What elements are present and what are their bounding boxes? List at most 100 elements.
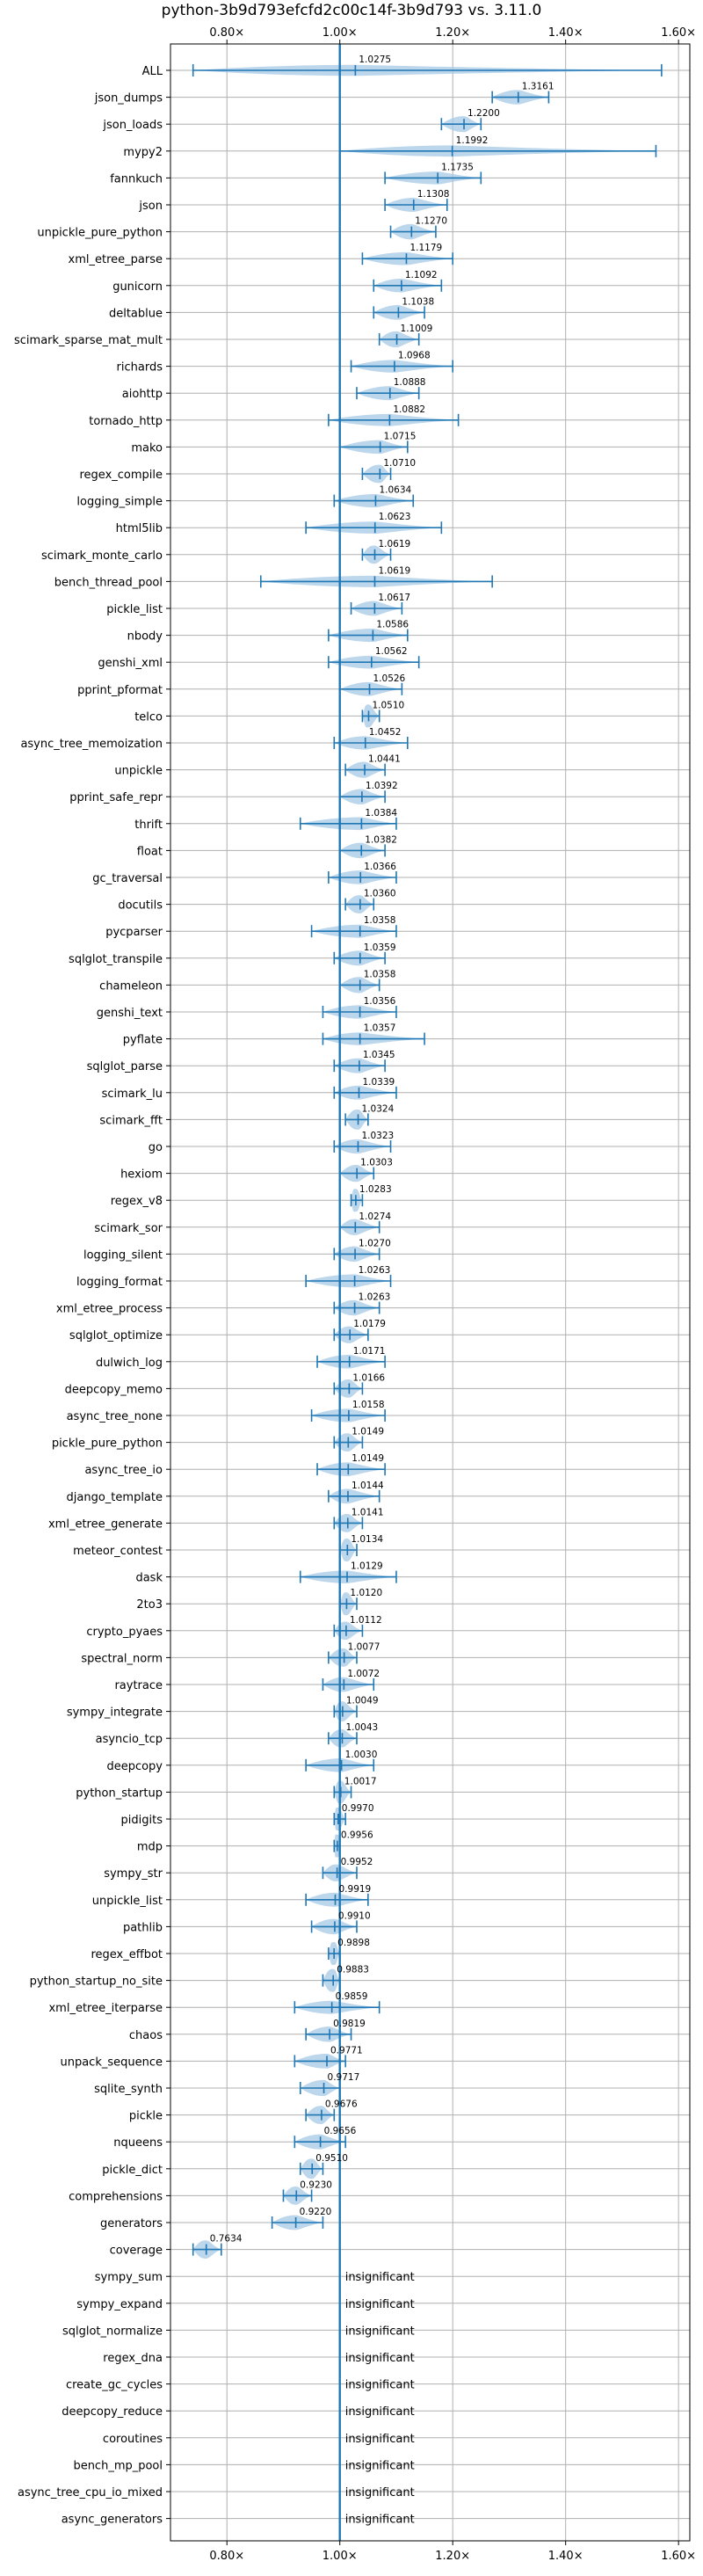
mean-value-label: 1.0382 [365, 834, 397, 845]
mean-value-label: 1.0359 [364, 942, 396, 953]
benchmark-label: pycparser [105, 926, 163, 939]
benchmark-label: unpickle_pure_python [37, 227, 163, 240]
insignificant-label: insignificant [345, 2271, 415, 2284]
benchmark-label: scimark_sparse_mat_mult [14, 334, 163, 347]
mean-value-label: 1.0360 [364, 889, 396, 899]
mean-value-label: 1.0049 [346, 1696, 379, 1706]
mean-value-label: 0.9859 [336, 1991, 368, 2002]
mean-value-label: 1.0510 [372, 700, 404, 710]
benchmark-label: coroutines [103, 2433, 163, 2446]
benchmark-label: asyncio_tcp [96, 1733, 163, 1746]
mean-value-label: 1.0263 [359, 1265, 391, 1276]
insignificant-label: insignificant [345, 2486, 415, 2500]
benchmark-label: gunicorn [112, 280, 163, 294]
benchmark-label: 2to3 [136, 1598, 163, 1612]
benchmark-label: python_startup [76, 1786, 163, 1800]
benchmark-label: xml_etree_iterparse [48, 2002, 163, 2015]
benchmark-label: fannkuch [110, 172, 163, 186]
insignificant-label: insignificant [345, 2352, 415, 2365]
mean-value-label: 0.9819 [333, 2019, 366, 2029]
benchmark-label: logging_silent [83, 1248, 163, 1262]
benchmark-label: pathlib [123, 1921, 163, 1934]
mean-value-label: 0.9510 [315, 2153, 348, 2164]
mean-value-label: 1.1009 [401, 324, 433, 334]
benchmark-label: comprehensions [69, 2190, 163, 2203]
insignificant-label: insignificant [345, 2325, 415, 2338]
benchmark-label: scimark_fft [99, 1114, 163, 1127]
mean-value-label: 1.1735 [441, 162, 474, 172]
mean-value-label: 0.9220 [300, 2207, 332, 2217]
benchmark-label: django_template [67, 1491, 163, 1504]
x-tick-label-top: 1.40× [548, 26, 583, 40]
benchmark-label: regex_effbot [91, 1948, 163, 1961]
benchmark-label: sqlglot_normalize [62, 2325, 163, 2338]
label-layer: 0.80× 0.80× 1.00× 1.00× 1.20× 1.20× 1.40× 1.40×… [14, 26, 696, 2563]
benchmark-label: coverage [110, 2245, 163, 2258]
benchmark-label: crypto_pyaes [86, 1626, 163, 1639]
mean-value-label: 1.0077 [348, 1641, 380, 1652]
mean-value-label: 1.0356 [364, 996, 396, 1007]
benchmark-label: float [137, 845, 163, 858]
mean-value-label: 0.9771 [330, 2045, 363, 2056]
mean-value-label: 0.7634 [210, 2234, 243, 2245]
benchmark-label: regex_dna [103, 2352, 163, 2365]
benchmark-label: sqlglot_parse [87, 1060, 163, 1073]
benchmark-label: pickle_list [106, 603, 163, 616]
mean-value-label: 1.0562 [375, 646, 408, 657]
benchmark-label: mdp [137, 1841, 163, 1854]
benchmark-label: python_startup_no_site [30, 1976, 163, 1989]
benchmark-label: deepcopy_memo [65, 1383, 163, 1396]
benchmark-label: pickle_pure_python [52, 1437, 163, 1451]
benchmark-label: async_tree_io [84, 1464, 163, 1477]
benchmark-label: regex_v8 [111, 1195, 163, 1208]
grid-layer [166, 40, 690, 2545]
benchmark-label: xml_etree_parse [69, 253, 163, 266]
mean-value-label: 0.9956 [341, 1830, 373, 1841]
x-tick-label-top: 1.00× [323, 26, 358, 40]
mean-value-label: 1.0129 [351, 1561, 383, 1572]
mean-value-label: 1.0366 [364, 862, 396, 872]
benchmark-label: tornado_http [89, 415, 163, 428]
benchmark-label: spectral_norm [81, 1652, 163, 1665]
chart-title: python-3b9d793efcfd2c00c14f-3b9d793 vs. … [161, 2, 542, 19]
benchmark-label: generators [100, 2217, 163, 2230]
mean-value-label: 0.9676 [325, 2099, 358, 2110]
x-tick-label-top: 0.80× [209, 26, 244, 40]
mean-value-label: 1.0623 [379, 512, 411, 522]
mean-value-label: 1.0144 [352, 1481, 384, 1491]
mean-value-label: 1.0710 [383, 458, 416, 469]
benchmark-label: dulwich_log [96, 1357, 163, 1370]
mean-value-label: 0.9970 [342, 1803, 374, 1814]
x-tick-label-bottom: 1.00× [323, 2550, 358, 2563]
mean-value-label: 1.0017 [344, 1776, 377, 1786]
benchmark-label: nqueens [113, 2136, 163, 2150]
benchmark-label: dask [135, 1572, 163, 1585]
benchmark-label: chameleon [99, 979, 163, 993]
mean-value-label: 1.0275 [359, 55, 391, 65]
benchmark-label: richards [117, 361, 163, 375]
benchmark-label: bench_thread_pool [54, 576, 163, 589]
mean-value-label: 1.1038 [402, 296, 434, 307]
mean-value-label: 1.0149 [352, 1427, 384, 1437]
benchmark-label: pickle [129, 2110, 163, 2123]
mean-value-label: 1.0158 [352, 1400, 385, 1410]
mean-value-label: 1.0968 [398, 351, 431, 361]
mean-value-label: 1.0112 [350, 1615, 382, 1626]
benchmark-label: sympy_sum [95, 2271, 163, 2284]
benchmark-label: mako [131, 441, 163, 455]
mean-value-label: 1.0441 [368, 754, 401, 765]
benchmark-label: thrift [134, 819, 163, 832]
benchmark-label: html5lib [116, 522, 163, 535]
benchmark-label: sqlglot_transpile [69, 953, 163, 966]
x-tick-label-top: 1.60× [661, 26, 696, 40]
mean-value-label: 1.1992 [456, 135, 489, 146]
mean-value-label: 1.0619 [378, 539, 410, 549]
insignificant-label: insignificant [345, 2459, 415, 2472]
mean-value-label: 1.0149 [352, 1453, 384, 1464]
benchmark-label: sympy_str [104, 1867, 163, 1881]
mean-value-label: 1.0384 [365, 808, 397, 819]
mean-value-label: 1.0345 [363, 1050, 395, 1060]
benchmark-label: scimark_lu [102, 1088, 163, 1101]
mean-value-label: 1.0339 [362, 1077, 395, 1088]
